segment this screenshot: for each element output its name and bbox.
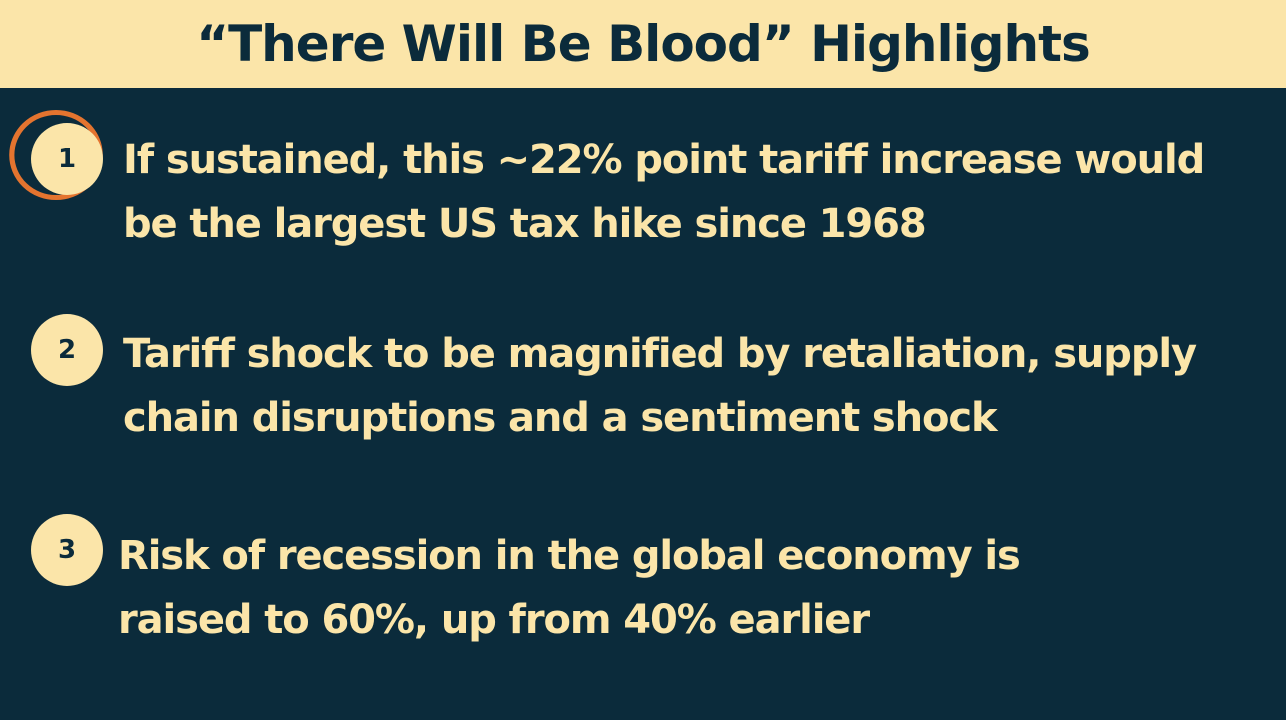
slide-title: “There Will Be Blood” Highlights: [196, 15, 1091, 73]
point-number-badge-3: 3: [31, 514, 103, 586]
point-text-1: If sustained, this ~22% point tariff inc…: [123, 128, 1205, 256]
point-text-3: Risk of recession in the global economy …: [118, 524, 1021, 652]
point-2-line-1: Tariff shock to be magnified by retaliat…: [123, 331, 1197, 377]
point-number-badge-1: 1: [31, 123, 103, 195]
point-1-line-1: If sustained, this ~22% point tariff inc…: [123, 137, 1205, 183]
point-2-line-2: chain disruptions and a sentiment shock: [123, 395, 998, 441]
title-bar: “There Will Be Blood” Highlights: [0, 0, 1286, 88]
point-3-line-1: Risk of recession in the global economy …: [118, 533, 1021, 579]
point-text-2: Tariff shock to be magnified by retaliat…: [123, 322, 1197, 450]
point-number-badge-2: 2: [31, 314, 103, 386]
point-3-line-2: raised to 60%, up from 40% earlier: [118, 597, 870, 643]
point-1-line-2: be the largest US tax hike since 1968: [123, 201, 927, 247]
